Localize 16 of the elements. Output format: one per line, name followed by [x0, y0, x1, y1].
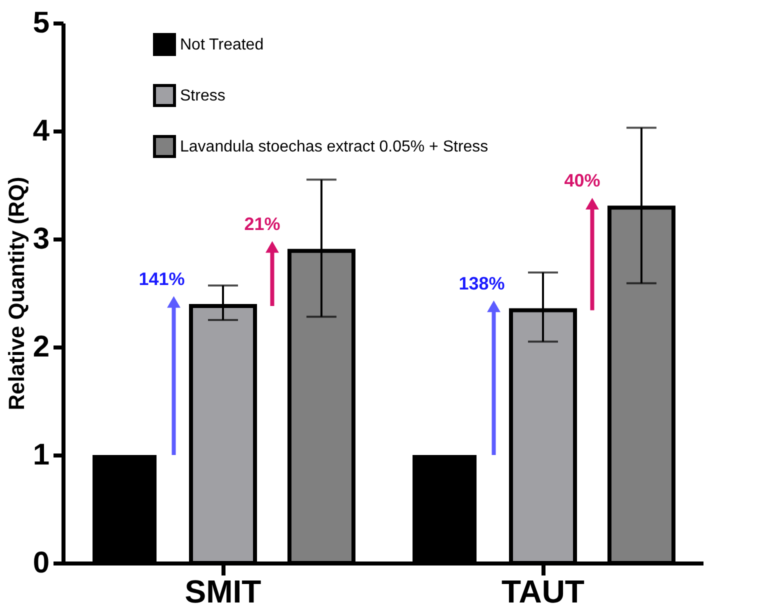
annotation: 138%	[458, 273, 505, 294]
annotation: 40%	[564, 170, 600, 191]
y-tick-label: 3	[32, 222, 50, 256]
y-tick-label: 4	[32, 114, 50, 148]
x-tick-label: TAUT	[502, 574, 585, 610]
y-tick-label: 2	[32, 330, 50, 364]
y-tick-label: 5	[32, 6, 50, 40]
legend-label: Lavandula stoechas extract 0.05% + Stress	[180, 138, 488, 156]
legend-label: Stress	[180, 88, 226, 104]
x-tick-label: SMIT	[184, 574, 262, 610]
legend-label: Not Treated	[180, 36, 264, 54]
y-tick-label: 1	[32, 438, 50, 472]
annotation: 21%	[244, 214, 280, 234]
annotation: 141%	[138, 268, 185, 289]
y-axis-title: Relative Quantity (RQ)	[4, 176, 29, 410]
y-tick-label: 0	[32, 546, 50, 580]
